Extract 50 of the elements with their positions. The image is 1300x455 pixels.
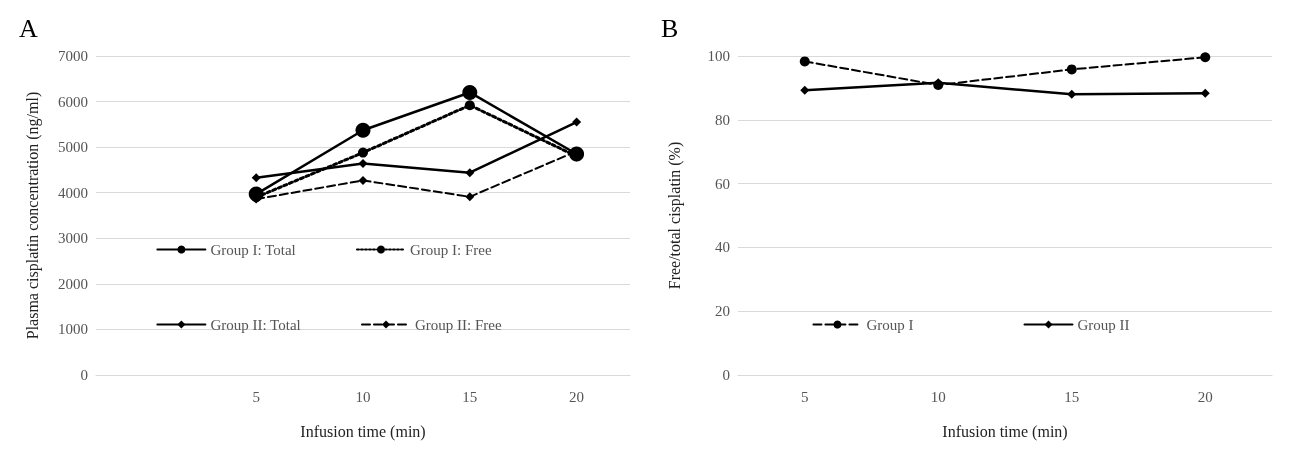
x-tick-label: 5	[801, 388, 809, 405]
point	[800, 85, 810, 95]
point	[799, 56, 810, 67]
legend-label: Group I	[866, 316, 914, 333]
chart-title: A	[19, 13, 38, 43]
y-tick-label: 7000	[58, 48, 88, 64]
point	[358, 147, 368, 158]
x-tick-label: 10	[930, 388, 946, 405]
y-axis-title: Plasma cisplatin concentration (ng/ml)	[23, 91, 42, 340]
point	[465, 168, 475, 178]
point	[1200, 88, 1210, 98]
y-tick-label: 0	[722, 367, 730, 383]
point	[1200, 52, 1211, 63]
x-tick-label: 20	[569, 388, 585, 405]
point	[1067, 89, 1077, 99]
point	[464, 100, 475, 111]
legend-label: Group II	[1077, 316, 1130, 333]
y-tick-label: 3000	[58, 230, 88, 247]
y-tick-label: 80	[715, 111, 730, 128]
point	[572, 117, 582, 127]
x-tick-label: 15	[1064, 388, 1080, 405]
point	[465, 192, 475, 202]
x-tick-label: 10	[355, 388, 371, 405]
y-tick-label: 6000	[58, 93, 88, 110]
legend-label: Group I: Total	[210, 241, 296, 258]
y-tick-label: 2000	[58, 275, 88, 292]
y-tick-label: 1000	[58, 321, 88, 338]
x-tick-label: 5	[252, 388, 260, 405]
y-tick-label: 100	[707, 48, 730, 64]
y-tick-label: 4000	[58, 184, 88, 201]
point	[358, 159, 368, 169]
point	[358, 175, 368, 185]
point	[355, 122, 371, 138]
y-tick-label: 0	[80, 367, 88, 383]
point	[251, 173, 261, 183]
y-axis-title: Free/total cisplatin (%)	[665, 141, 684, 290]
y-tick-label: 5000	[58, 139, 88, 156]
x-axis-title: Infusion time (min)	[942, 422, 1068, 441]
legend-label: Group I: Free	[409, 241, 492, 258]
x-axis-title: Infusion time (min)	[300, 422, 426, 441]
legend-label: Group II: Total	[210, 316, 301, 333]
y-tick-label: 20	[715, 303, 730, 320]
y-tick-label: 60	[715, 175, 730, 192]
x-tick-label: 15	[462, 388, 478, 405]
chart-title: B	[661, 13, 679, 43]
point	[1066, 64, 1077, 75]
x-tick-label: 20	[1197, 388, 1213, 405]
y-tick-label: 40	[715, 239, 730, 256]
legend-label: Group II: Free	[414, 316, 502, 333]
point	[462, 84, 478, 100]
